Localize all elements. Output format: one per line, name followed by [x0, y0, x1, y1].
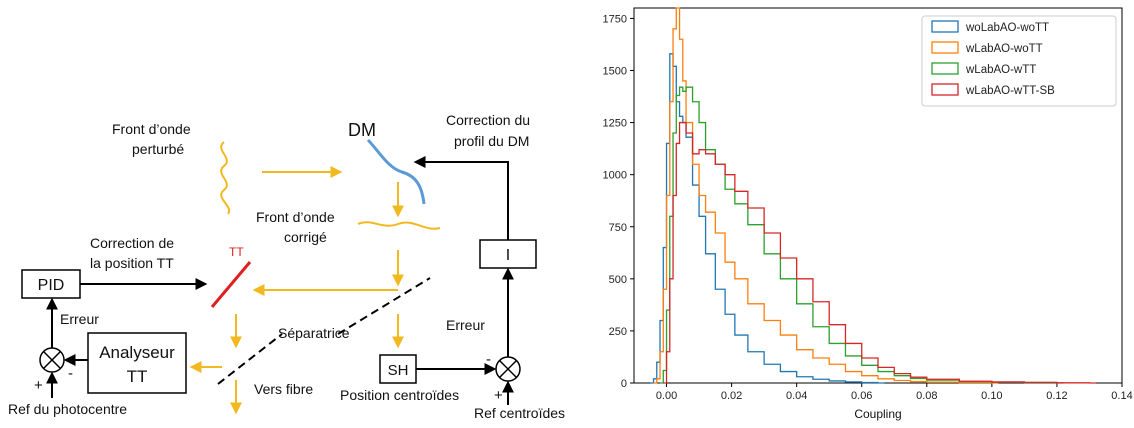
corrected-wavefront — [357, 221, 441, 230]
label-centroid-ref: Ref centroïdes — [474, 405, 565, 421]
x-tick-label: 0.08 — [916, 390, 937, 402]
sign-minus-left: - — [68, 365, 73, 382]
y-tick-label: 1750 — [603, 13, 627, 25]
perturbed-wavefront — [220, 141, 231, 215]
label-perturbed-wavefront-2: perturbé — [132, 141, 184, 157]
y-tick-label: 1250 — [603, 118, 627, 130]
legend-label: wLabAO-wTT — [965, 64, 1036, 76]
label-photocentre-ref: Ref du photocentre — [8, 401, 127, 417]
y-tick-label: 500 — [609, 274, 627, 286]
series-wlabao-wtt-sb — [663, 121, 1096, 384]
x-tick-label: 0.06 — [851, 390, 872, 402]
ao-loop-diagram: Front d’onde perturbé DM Correction du p… — [8, 112, 565, 421]
summing-junction-left — [39, 347, 65, 373]
label-tt: TT — [229, 245, 244, 259]
label-beam-splitter: Séparatrice — [278, 325, 350, 341]
beam-splitter-tt — [217, 333, 283, 385]
summing-junction-right — [495, 356, 521, 382]
label-error-right: Erreur — [446, 317, 485, 333]
legend-label: woLabAO-woTT — [965, 22, 1049, 34]
label-tt-analyser-2: TT — [127, 367, 148, 386]
label-to-fibre: Vers fibre — [254, 381, 313, 397]
y-tick-label: 250 — [609, 326, 627, 338]
label-tt-analyser-1: Analyseur — [99, 343, 175, 362]
legend-swatch — [931, 83, 959, 96]
x-tick-label: 0.10 — [981, 390, 1002, 402]
label-dm-correction-1: Correction du — [446, 112, 530, 128]
legend: woLabAO-woTT wLabAO-woTT wLabAO-wTT wLabAO-… — [921, 15, 1117, 107]
series-wlabao-wtt — [660, 86, 1064, 384]
x-tick-label: 0.00 — [656, 390, 677, 402]
beam-splitter — [337, 277, 431, 335]
sign-plus-left: + — [34, 377, 43, 394]
signal-paths — [46, 156, 514, 405]
integrator-to-dm-arrow — [413, 156, 509, 240]
label-dm-correction-2: profil du DM — [454, 133, 529, 149]
y-axis-ticks: 0 250 500 750 1000 1250 1500 1750 — [603, 13, 634, 390]
x-tick-label: 0.12 — [1046, 390, 1067, 402]
series-wlabao-wott — [653, 7, 999, 384]
label-centroid-position: Position centroïdes — [340, 387, 459, 403]
x-tick-label: 0.14 — [1111, 390, 1132, 402]
histogram-series — [650, 7, 1096, 384]
x-axis-ticks: 0.00 0.02 0.04 0.06 0.08 0.10 0.12 0.14 — [656, 383, 1133, 402]
label-tt-correction-1: Correction de — [90, 235, 174, 251]
label-corrected-wavefront-2: corrigé — [284, 229, 327, 245]
tip-tilt-mirror — [210, 261, 252, 308]
sign-minus-right: - — [486, 351, 491, 368]
y-tick-label: 1000 — [603, 170, 627, 182]
legend-swatch — [931, 20, 959, 33]
label-integrator: I — [506, 247, 510, 264]
legend-label: wLabAO-woTT — [965, 43, 1043, 55]
y-tick-label: 750 — [609, 222, 627, 234]
tt-analyser-box — [87, 332, 187, 394]
label-pid: PID — [38, 277, 65, 294]
label-perturbed-wavefront-1: Front d’onde — [112, 121, 191, 137]
label-dm: DM — [348, 120, 376, 140]
sh-box — [379, 354, 417, 384]
beam-paths — [189, 141, 441, 415]
legend-swatch — [931, 41, 959, 54]
y-tick-label: 1500 — [603, 66, 627, 78]
deformable-mirror — [366, 138, 426, 205]
label-tt-correction-2: la position TT — [90, 255, 174, 271]
legend-label: wLabAO-wTT-SB — [965, 85, 1055, 97]
label-sh: SH — [388, 362, 409, 379]
label-error-left: Erreur — [60, 311, 99, 327]
label-corrected-wavefront-1: Front d’onde — [256, 209, 335, 225]
legend-box — [921, 15, 1117, 107]
sign-plus-right: + — [494, 387, 503, 404]
x-tick-label: 0.02 — [721, 390, 742, 402]
legend-swatch — [931, 62, 959, 75]
y-tick-label: 0 — [621, 378, 627, 390]
x-tick-label: 0.04 — [786, 390, 807, 402]
legend-items: woLabAO-woTT wLabAO-woTT wLabAO-wTT wLabAO-… — [931, 20, 1055, 97]
coupling-histogram: 0.00 0.02 0.04 0.06 0.08 0.10 0.12 0.14 0 250 500… — [603, 7, 1133, 421]
x-axis-label: Coupling — [854, 407, 901, 421]
